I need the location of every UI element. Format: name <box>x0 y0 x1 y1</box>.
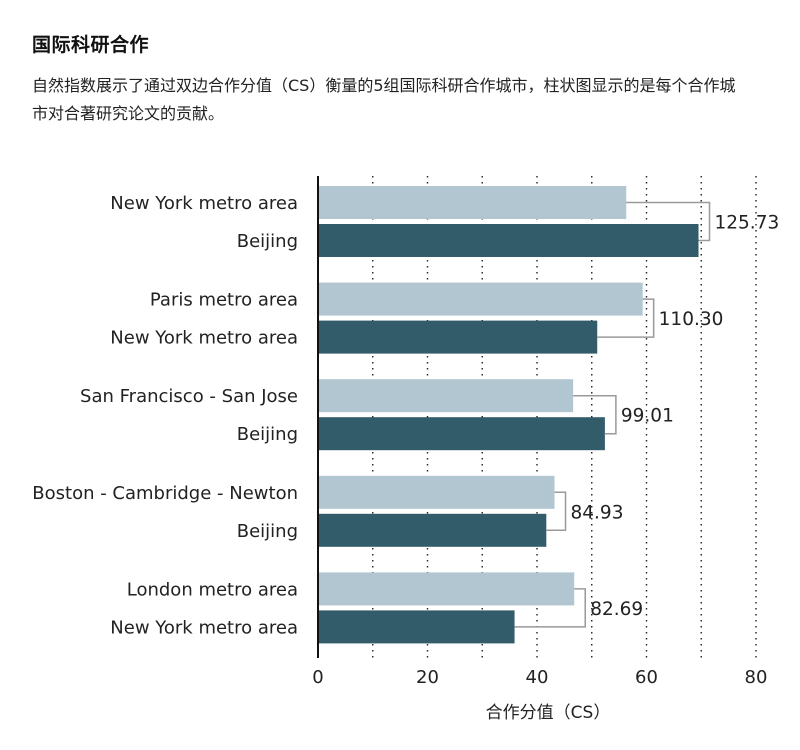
total-label: 125.73 <box>715 213 780 234</box>
bar <box>318 513 547 547</box>
bar <box>318 417 605 451</box>
bar <box>318 282 643 316</box>
group-bracket <box>626 201 711 242</box>
bar <box>318 572 575 606</box>
chart-subtitle: 自然指数展示了通过双边合作分值（CS）衡量的5组国际科研合作城市，柱状图显示的是… <box>32 76 736 123</box>
group-bracket <box>597 298 655 338</box>
bar <box>318 475 555 509</box>
bar <box>318 610 515 644</box>
category-label: Beijing <box>237 424 298 445</box>
bar <box>318 320 598 354</box>
chart-title: 国际科研合作 <box>32 34 150 56</box>
bar <box>318 186 627 219</box>
total-label: 110.30 <box>659 309 724 330</box>
total-labels: 125.73 110.30 99.01 84.93 82.69 <box>571 213 780 620</box>
total-label: 84.93 <box>571 502 624 523</box>
group-bracket <box>514 588 586 628</box>
category-label: Beijing <box>237 521 298 542</box>
x-tick-label: 60 <box>635 667 658 688</box>
category-label: San Francisco - San Jose <box>80 386 298 407</box>
group-bracket <box>573 394 617 435</box>
x-tick-label: 80 <box>745 667 768 688</box>
x-tick-label: 0 <box>312 667 323 688</box>
total-label: 99.01 <box>621 406 674 427</box>
category-labels: New York metro area Beijing Paris metro ar… <box>32 193 298 638</box>
x-axis-title: 合作分值（CS） <box>486 703 611 723</box>
bars <box>318 186 699 644</box>
x-tick-labels: 0 20 40 60 80 <box>312 667 767 688</box>
category-label: Boston - Cambridge - Newton <box>32 483 298 504</box>
group-bracket <box>546 491 567 532</box>
category-label: Paris metro area <box>150 290 298 311</box>
bar <box>318 224 699 257</box>
total-label: 82.69 <box>590 599 643 620</box>
x-tick-label: 40 <box>526 667 549 688</box>
category-label: New York metro area <box>110 328 298 349</box>
category-label: London metro area <box>127 579 298 600</box>
category-label: Beijing <box>237 231 298 252</box>
brackets <box>514 201 711 628</box>
gridlines <box>372 176 757 658</box>
category-label: New York metro area <box>110 617 298 638</box>
x-tick-label: 20 <box>416 667 439 688</box>
bar <box>318 379 574 413</box>
category-label: New York metro area <box>110 193 298 214</box>
